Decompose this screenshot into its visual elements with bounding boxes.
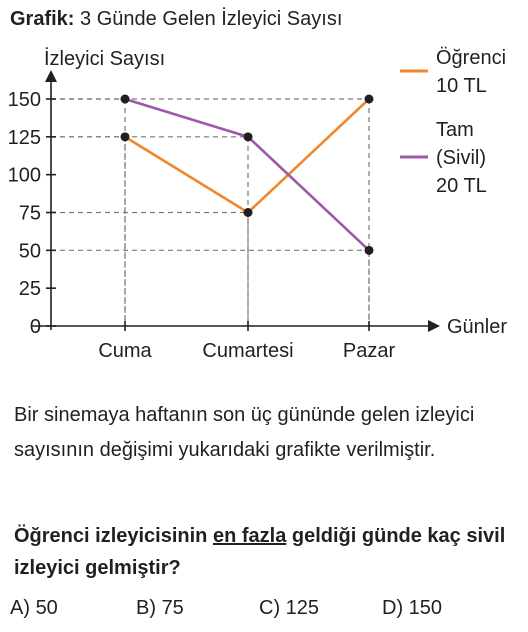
figure-title-prefix: Grafik: xyxy=(10,8,75,30)
prompt-emphasis: en fazla xyxy=(212,525,287,547)
series-line-0 xyxy=(124,98,370,215)
y-tick-label: 125 xyxy=(8,127,41,149)
data-point xyxy=(364,245,374,255)
y-tick-label: 0 xyxy=(30,316,41,338)
question-text: Bir sinemaya haftanın son üç gününde gel… xyxy=(14,404,475,461)
y-axis-arrow xyxy=(45,70,57,82)
y-tick-label: 50 xyxy=(19,240,41,262)
x-tick-label-pazar: Pazar xyxy=(343,340,396,362)
choice-b[interactable]: B) 75 xyxy=(136,597,184,620)
y-tick-label: 100 xyxy=(8,165,41,187)
data-point xyxy=(364,94,374,104)
choice-c-value: 125 xyxy=(285,597,320,619)
legend-label-0: 10 TL xyxy=(436,75,487,97)
x-tick-label-cumartesi: Cumartesi xyxy=(202,340,293,362)
x-axis-title: Günler xyxy=(447,316,507,338)
choice-a-value: 50 xyxy=(35,597,58,619)
choice-d-value: 150 xyxy=(408,597,443,619)
data-point xyxy=(120,94,130,104)
question-prompt: Öğrenci izleyicisinin en fazla geldiği g… xyxy=(14,520,524,584)
x-tick-label-cuma: Cuma xyxy=(98,340,152,362)
series-line-1 xyxy=(124,97,370,252)
y-tick-label: 25 xyxy=(19,278,41,300)
data-point xyxy=(243,208,253,217)
choice-a-label: A) xyxy=(10,597,30,619)
data-point xyxy=(120,132,130,142)
y-tick-label: 150 xyxy=(8,89,41,111)
choice-c-label: C) xyxy=(259,597,281,619)
prompt-part-2: geldiği günde kaç sivil izleyici gelmişt… xyxy=(14,525,506,579)
y-tick-label: 75 xyxy=(19,203,41,225)
figure-title: Grafik: 3 Günde Gelen İzleyici Sayısı xyxy=(10,8,342,31)
choice-d[interactable]: D) 150 xyxy=(382,597,442,620)
prompt-part-1: Öğrenci izleyicisinin xyxy=(14,525,213,547)
line-chart: 0 25 50 75 100 125 150 Cuma Cumartesi Pazar İzleyi… xyxy=(8,47,508,362)
legend-label-1: (Sivil) xyxy=(436,147,486,169)
y-axis-title: İzleyici Sayısı xyxy=(44,47,165,70)
legend-label-0: Öğrenci xyxy=(436,47,506,69)
figure-title-text: 3 Günde Gelen İzleyici Sayısı xyxy=(80,8,343,30)
legend-label-1: Tam xyxy=(436,119,474,141)
x-axis-arrow xyxy=(428,320,440,332)
choice-c[interactable]: C) 125 xyxy=(259,597,319,620)
data-point xyxy=(243,132,253,142)
legend-label-1: 20 TL xyxy=(436,175,487,197)
choice-b-value: 75 xyxy=(161,597,184,619)
choice-a[interactable]: A) 50 xyxy=(10,597,58,620)
choice-b-label: B) xyxy=(136,597,156,619)
choice-d-label: D) xyxy=(382,597,404,619)
